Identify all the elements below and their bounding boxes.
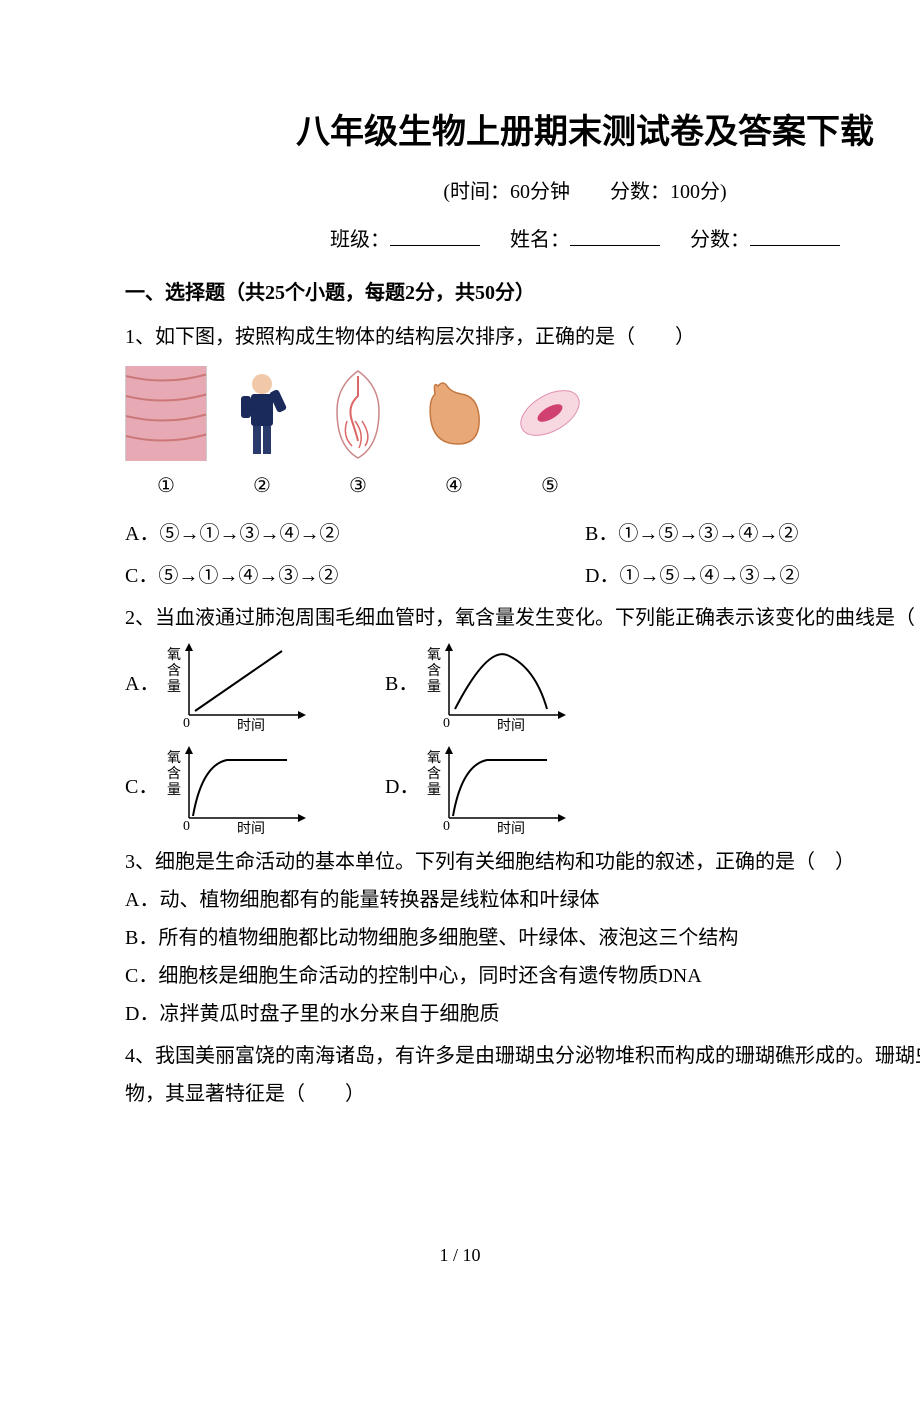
q1-text: 1、如下图，按照构成生物体的结构层次排序，正确的是（ ） [125, 318, 920, 356]
svg-text:量: 量 [167, 679, 181, 695]
svg-text:时间: 时间 [237, 821, 265, 835]
svg-text:氧: 氧 [427, 647, 441, 663]
svg-text:量: 量 [167, 782, 181, 798]
q1-label-row: ① ② ③ ④ ⑤ [125, 467, 920, 505]
svg-text:氧: 氧 [167, 750, 181, 766]
svg-text:0: 0 [443, 716, 450, 731]
q1-label-3: ③ [317, 467, 399, 505]
q2-label-d: D． [385, 768, 417, 806]
q3-text: 3、细胞是生命活动的基本单位。下列有关细胞结构和功能的叙述，正确的是（ ） [125, 843, 920, 881]
score-label: 分数： [690, 229, 750, 251]
page-title: 八年级生物上册期末测试卷及答案下载 [125, 100, 920, 165]
q2-text: 2、当血液通过肺泡周围毛细血管时，氧含量发生变化。下列能正确表示该变化的曲线是（… [125, 599, 920, 637]
question-1: 1、如下图，按照构成生物体的结构层次排序，正确的是（ ） ① ② ③ ④ [125, 318, 920, 595]
question-4: 4、我国美丽富饶的南海诸岛，有许多是由珊瑚虫分泌物堆积而构成的珊瑚礁形成的。珊瑚… [125, 1037, 920, 1113]
svg-text:含: 含 [427, 663, 441, 679]
score-blank [750, 226, 840, 246]
info-row: 班级： 姓名： 分数： [125, 221, 920, 259]
q2-chart-c: 氧含量 0 时间 [157, 740, 317, 835]
q3-opt-b: B．所有的植物细胞都比动物细胞多细胞壁、叶绿体、液泡这三个结构 [125, 919, 920, 957]
svg-text:0: 0 [443, 819, 450, 834]
subtitle: (时间：60分钟 分数：100分) [125, 173, 920, 211]
question-3: 3、细胞是生命活动的基本单位。下列有关细胞结构和功能的叙述，正确的是（ ） A．… [125, 843, 920, 1033]
q1-label-5: ⑤ [509, 467, 591, 505]
svg-text:含: 含 [167, 766, 181, 782]
question-2: 2、当血液通过肺泡周围毛细血管时，氧含量发生变化。下列能正确表示该变化的曲线是（… [125, 599, 920, 835]
q1-opts-row1: A．⑤→①→③→④→② B．①→⑤→③→④→② [125, 515, 920, 553]
q2-chart-d: 氧含量 0 时间 [417, 740, 577, 835]
q1-opt-a: A．⑤→①→③→④→② [125, 515, 585, 553]
class-blank [390, 226, 480, 246]
q1-label-2: ② [221, 467, 303, 505]
svg-text:含: 含 [167, 663, 181, 679]
svg-text:量: 量 [427, 782, 441, 798]
page-footer: 1 / 10 [0, 1238, 920, 1272]
q2-row-cd: C． 氧含量 0时间 D． 氧含量 0时间 [125, 740, 920, 835]
class-label: 班级： [330, 229, 390, 251]
svg-text:量: 量 [427, 679, 441, 695]
q1-opts-row2: C．⑤→①→④→③→② D．①→⑤→④→③→② [125, 557, 920, 595]
svg-text:0: 0 [183, 819, 190, 834]
q1-img-2 [221, 366, 303, 461]
q2-label-c: C． [125, 768, 157, 806]
svg-text:氧: 氧 [167, 647, 181, 663]
page: 八年级生物上册期末测试卷及答案下载 (时间：60分钟 分数：100分) 班级： … [125, 100, 920, 1402]
q3-opt-a: A．动、植物细胞都有的能量转换器是线粒体和叶绿体 [125, 881, 920, 919]
svg-text:0: 0 [183, 716, 190, 731]
svg-text:含: 含 [427, 766, 441, 782]
q1-label-4: ④ [413, 467, 495, 505]
q2-row-ab: A． 氧含量 0时间 B． 氧含量 0时间 [125, 637, 920, 732]
q1-img-3 [317, 366, 399, 461]
q1-opt-b: B．①→⑤→③→④→② [585, 515, 920, 553]
q1-image-row [125, 366, 920, 461]
q3-opt-c: C．细胞核是细胞生命活动的控制中心，同时还含有遗传物质DNA [125, 957, 920, 995]
svg-text:时间: 时间 [497, 718, 525, 732]
q1-opt-d: D．①→⑤→④→③→② [585, 557, 920, 595]
q2-label-a: A． [125, 665, 157, 703]
q1-img-5 [509, 366, 591, 461]
svg-text:氧: 氧 [427, 750, 441, 766]
q2-chart-b: 氧含量 0 时间 [417, 637, 577, 732]
q2-label-b: B． [385, 665, 417, 703]
q1-img-4 [413, 366, 495, 461]
q1-opt-c: C．⑤→①→④→③→② [125, 557, 585, 595]
name-blank [570, 226, 660, 246]
q1-img-1 [125, 366, 207, 461]
q4-text: 4、我国美丽富饶的南海诸岛，有许多是由珊瑚虫分泌物堆积而构成的珊瑚礁形成的。珊瑚… [125, 1037, 920, 1113]
q1-label-1: ① [125, 467, 207, 505]
name-label: 姓名： [510, 229, 570, 251]
svg-text:时间: 时间 [237, 718, 265, 732]
q2-chart-a: 氧含量 0 时间 [157, 637, 317, 732]
q3-opt-d: D．凉拌黄瓜时盘子里的水分来自于细胞质 [125, 995, 920, 1033]
section-1-header: 一、选择题（共25个小题，每题2分，共50分） [125, 274, 920, 312]
svg-text:时间: 时间 [497, 821, 525, 835]
